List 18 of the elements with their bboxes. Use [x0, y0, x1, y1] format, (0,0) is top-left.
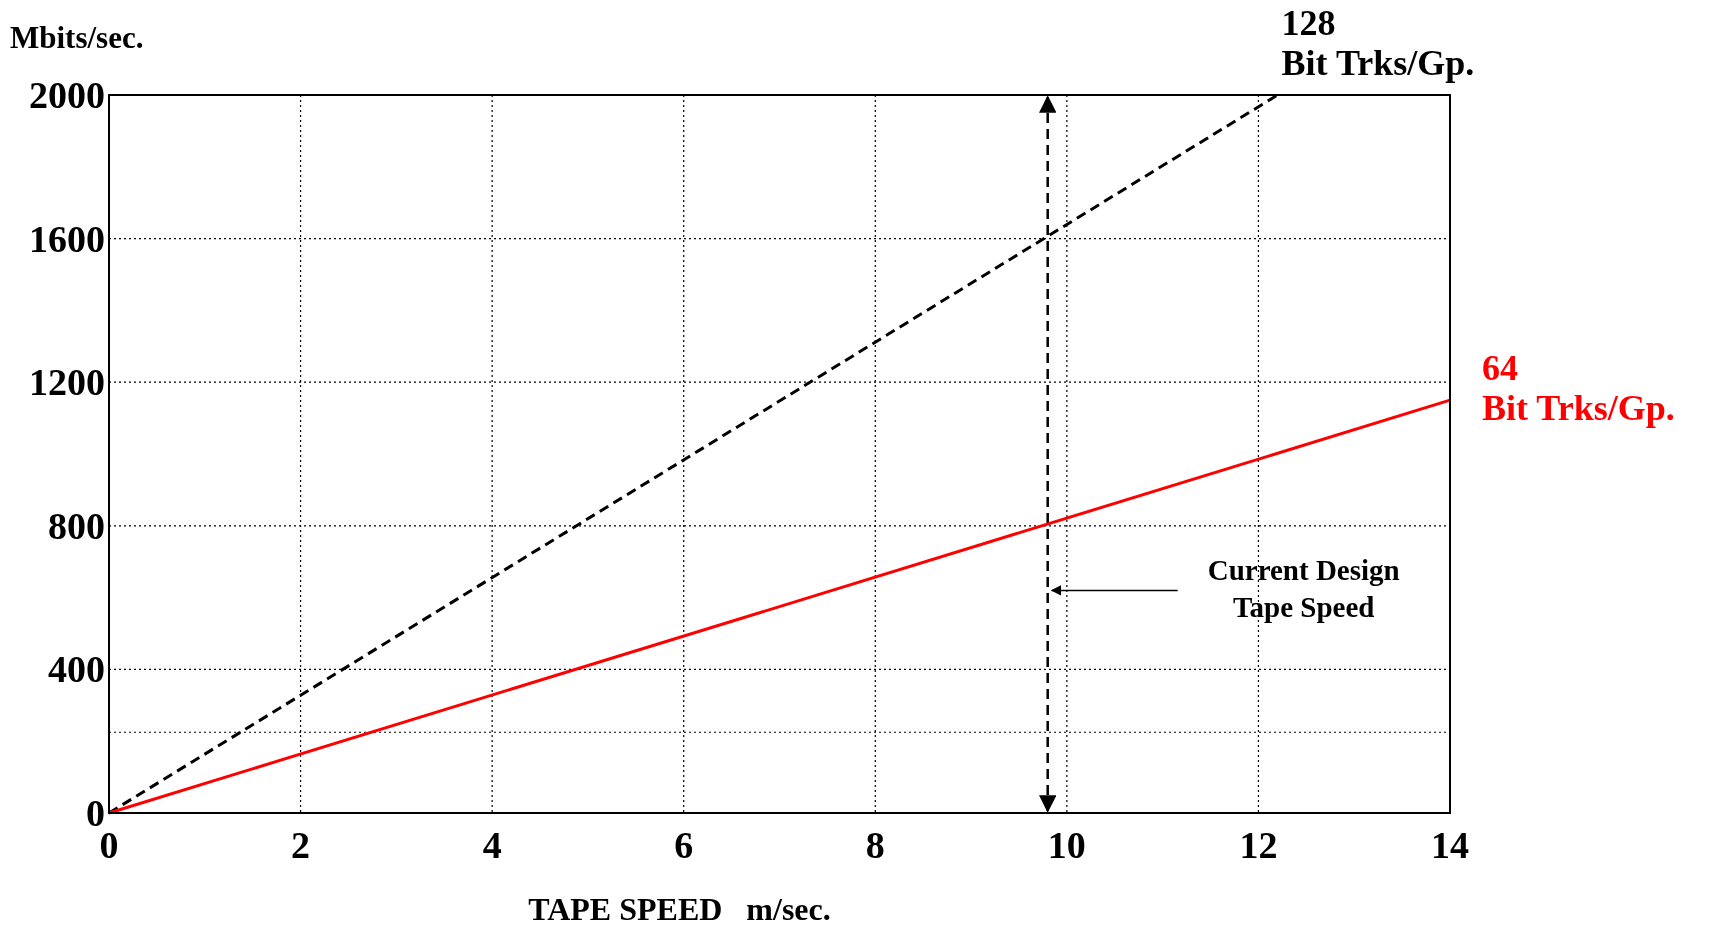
x-axis-title: TAPE SPEED m/sec. — [528, 891, 831, 927]
ref-line-label: Current Design Tape Speed — [1207, 554, 1400, 624]
x-tick-label: 10 — [1047, 824, 1086, 866]
y-tick-label: 2000 — [29, 74, 105, 116]
x-tick-label: 6 — [674, 824, 694, 866]
x-tick-label: 12 — [1239, 824, 1278, 866]
y-axis-title: Mbits/sec. — [10, 20, 144, 55]
x-tick-label: 8 — [865, 824, 885, 866]
series-label: 64 Bit Trks/Gp. — [1482, 348, 1675, 429]
y-tick-label: 800 — [48, 504, 105, 547]
x-tick-label: 14 — [1431, 824, 1469, 866]
y-tick-label: 400 — [48, 648, 105, 691]
y-tick-label: 1600 — [29, 217, 105, 260]
series-label: 128 Bit Trks/Gp. — [1281, 3, 1475, 83]
y-tick-label: 1200 — [29, 361, 105, 404]
x-tick-label: 4 — [482, 824, 502, 866]
x-tick-label: 2 — [291, 824, 311, 866]
y-tick-label: 0 — [86, 792, 105, 834]
